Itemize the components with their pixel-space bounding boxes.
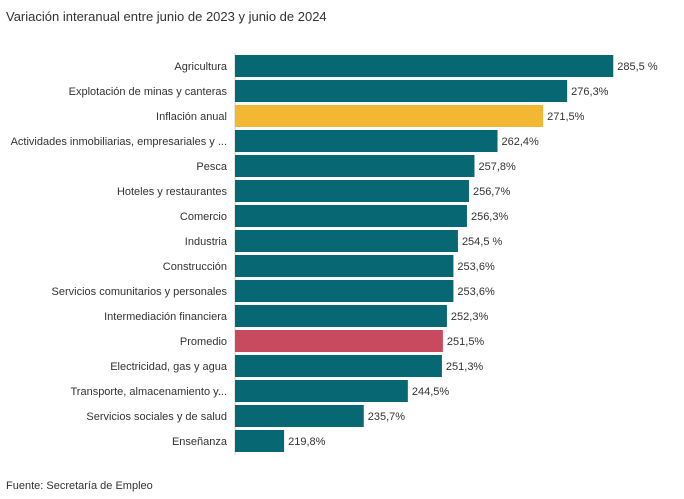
chart-source: Fuente: Secretaría de Empleo [6, 480, 153, 492]
data-label: 253,6% [457, 261, 495, 273]
data-label: 257,8% [478, 161, 516, 173]
category-label: Enseñanza [172, 436, 228, 448]
category-label: Construcción [163, 261, 227, 273]
data-label: 251,3% [446, 361, 484, 373]
category-label: Inflación anual [156, 111, 227, 123]
bar [235, 355, 442, 377]
category-label: Actividades inmobiliarias, empresariales… [11, 136, 227, 148]
bar [235, 430, 285, 452]
chart-title: Variación interanual entre junio de 2023… [6, 9, 327, 24]
bar [235, 155, 475, 177]
bar [235, 180, 469, 202]
category-label: Comercio [180, 211, 227, 223]
bar [235, 405, 364, 427]
data-label: 235,7% [368, 411, 406, 423]
bar [235, 55, 614, 77]
data-label: 219,8% [288, 436, 326, 448]
data-label: 256,3% [471, 211, 509, 223]
category-label: Servicios comunitarios y personales [52, 286, 228, 298]
data-label: 244,5% [412, 386, 450, 398]
category-label: Electricidad, gas y agua [110, 361, 228, 373]
category-label: Industria [185, 236, 228, 248]
bar [235, 230, 458, 252]
category-label: Agricultura [174, 61, 227, 73]
data-label: 251,5% [447, 336, 485, 348]
category-label: Intermediación financiera [104, 311, 228, 323]
category-label: Hoteles y restaurantes [117, 186, 228, 198]
category-label: Servicios sociales y de salud [86, 411, 227, 423]
bar [235, 205, 467, 227]
data-label: 271,5% [547, 111, 585, 123]
bar [235, 80, 568, 102]
bar [235, 255, 454, 277]
data-label: 262,4% [502, 136, 540, 148]
bar [235, 305, 447, 327]
data-label: 285,5 % [617, 61, 658, 73]
bar [235, 330, 443, 352]
data-label: 254,5 % [462, 236, 503, 248]
data-label: 256,7% [473, 186, 511, 198]
bar [235, 280, 454, 302]
category-label: Transporte, almacenamiento y... [70, 386, 227, 398]
bar [235, 130, 498, 152]
category-label: Pesca [196, 161, 227, 173]
bar [235, 380, 408, 402]
bar [235, 105, 544, 127]
data-label: 276,3% [571, 86, 609, 98]
data-label: 252,3% [451, 311, 489, 323]
category-label: Promedio [180, 336, 227, 348]
data-label: 253,6% [457, 286, 495, 298]
category-label: Explotación de minas y canteras [69, 86, 228, 98]
